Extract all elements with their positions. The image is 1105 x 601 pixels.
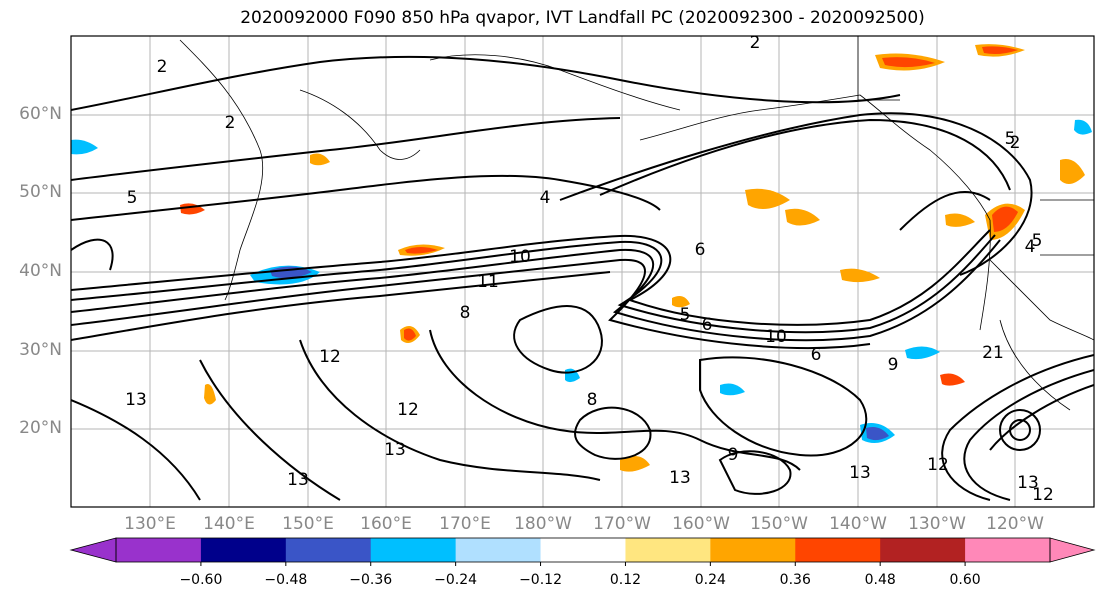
contour-label: 9 (888, 355, 899, 375)
contour-label: 12 (1032, 485, 1054, 505)
contour-label: 8 (587, 390, 598, 410)
longitude-label: 160°E (360, 514, 412, 534)
contour-label: 12 (397, 400, 419, 420)
latitude-label: 40°N (19, 261, 62, 281)
longitude-label: 180°W (514, 514, 572, 534)
contour-label: 6 (811, 345, 822, 365)
contour-label: 2 (225, 113, 236, 133)
coastlines (179, 36, 1094, 411)
contour-label: 21 (982, 343, 1004, 363)
colorbar-segment (795, 538, 881, 562)
contour-label: 5 (1032, 231, 1043, 251)
map-title: 2020092000 F090 850 hPa qvapor, IVT Land… (240, 8, 925, 28)
colorbar-segment (965, 538, 1051, 562)
colorbar-segment (285, 538, 372, 562)
contour-label: 10 (765, 327, 787, 347)
longitude-label: 150°W (750, 514, 808, 534)
contour-label: 2 (157, 57, 168, 77)
longitude-label: 120°W (986, 514, 1044, 534)
contour-label: 4 (1025, 237, 1036, 257)
contour-label: 8 (460, 303, 471, 323)
contour-label: 12 (927, 455, 949, 475)
colorbar-segment (710, 538, 796, 562)
contour-label: 11 (477, 272, 499, 292)
contour-label: 4 (540, 188, 551, 208)
contour-label: 5 (127, 188, 138, 208)
contour-label: 13 (669, 468, 691, 488)
longitude-label: 140°W (829, 514, 887, 534)
colorbar-tick-label: 0.60 (949, 572, 981, 588)
colorbar (69, 537, 1096, 566)
longitude-label: 140°E (203, 514, 255, 534)
latitude-label: 20°N (19, 418, 62, 438)
colorbar-segment (370, 538, 457, 562)
colorbar-tick-label: 0.24 (694, 572, 726, 588)
colorbar-segment (540, 538, 626, 562)
contour-label: 10 (509, 247, 531, 267)
colorbar-segment (200, 538, 287, 562)
contour-label: 13 (384, 440, 406, 460)
contour-label: 13 (1017, 473, 1039, 493)
colorbar-segment (116, 538, 202, 562)
colorbar-tick-label: −0.48 (264, 572, 308, 588)
longitude-label: 150°E (282, 514, 334, 534)
colorbar-segment (625, 538, 711, 562)
contour-label: 13 (125, 390, 147, 410)
colorbar-frame (115, 537, 1051, 563)
plot-frame (70, 35, 1095, 508)
longitude-label: 160°W (672, 514, 730, 534)
contour-label: 13 (849, 463, 871, 483)
contour-label: 5 (680, 305, 691, 325)
colorbar-extend-high (1049, 537, 1096, 563)
contour-label: 2 (1010, 133, 1021, 153)
contour-label: 12 (319, 347, 341, 367)
latitude-label: 60°N (19, 104, 62, 124)
latitude-label: 50°N (19, 182, 62, 202)
contour-label: 5 (1005, 129, 1016, 149)
contour-label: 6 (695, 240, 706, 260)
longitude-label: 130°E (124, 514, 176, 534)
contour-label: 13 (287, 470, 309, 490)
contour-label: 6 (702, 315, 713, 335)
colorbar-tick-label: −0.12 (519, 572, 562, 588)
colorbar-segment (880, 538, 966, 562)
colorbar-extend-low (69, 537, 117, 563)
longitude-label: 170°E (439, 514, 491, 534)
latitude-label: 30°N (19, 340, 62, 360)
longitude-label: 130°W (908, 514, 966, 534)
colorbar-tick-label: 0.36 (779, 572, 811, 588)
colorbar-segment (455, 538, 542, 562)
colorbar-tick-label: 0.48 (864, 572, 896, 588)
colorbar-tick-label: −0.24 (434, 572, 478, 588)
contour-label: 9 (728, 445, 739, 465)
colorbar-tick-label: −0.60 (179, 572, 223, 588)
colorbar-tick-label: −0.36 (349, 572, 393, 588)
longitude-label: 170°W (593, 514, 651, 534)
ivt-contours (71, 55, 1094, 501)
colorbar-tick-label: 0.12 (609, 572, 642, 588)
contour-label: 2 (750, 33, 761, 53)
